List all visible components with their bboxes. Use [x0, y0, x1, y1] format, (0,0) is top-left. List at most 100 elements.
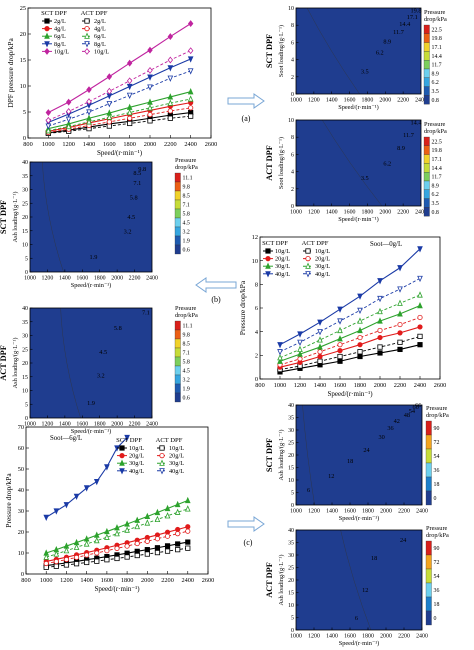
legend-label-sct: 4g/L — [54, 26, 66, 33]
point-act-10g/L — [187, 47, 194, 55]
contour-label: 6 — [355, 615, 358, 622]
contour-label: 11.7 — [393, 29, 404, 36]
legend-swatch — [174, 383, 181, 394]
point-act-30g/L — [174, 508, 181, 515]
legend-swatch — [174, 365, 181, 376]
legend-swatch — [423, 180, 430, 190]
contour-bands — [42, 162, 152, 272]
point-sct-40g/L — [397, 265, 403, 272]
plot-frame — [25, 426, 209, 575]
legend-level: 22.5 — [432, 139, 442, 145]
point-act-20g/L — [53, 559, 59, 565]
legend-swatch — [174, 172, 181, 183]
point-sct-10g/L — [417, 342, 423, 348]
x-tick-label: 2000 — [379, 210, 391, 216]
point-sct-40g/L — [93, 478, 100, 486]
x-tick-label: 1800 — [123, 141, 136, 148]
legend-swatch — [425, 596, 432, 612]
legend-swatch — [425, 554, 432, 570]
legend-label-act: 6g/L — [94, 33, 106, 40]
x-tick-label: 2000 — [380, 509, 392, 515]
legend-swatch — [174, 356, 181, 367]
point-act-30g/L — [397, 299, 403, 306]
point-act-10g/L — [185, 545, 191, 551]
y-tick-label: 5 — [25, 256, 28, 262]
point-act-20g/L — [73, 554, 80, 561]
contour-bands — [322, 120, 421, 206]
legend-level: 8.5 — [183, 194, 190, 200]
series-sct-4g/L — [48, 102, 191, 132]
y-tick-label: 5 — [291, 616, 294, 622]
legend-level: 17.1 — [432, 45, 442, 51]
point-sct-8g/L — [147, 74, 153, 81]
point-sct-30g/L — [297, 350, 303, 357]
point-act-30g/L — [104, 533, 110, 540]
contour-band — [306, 8, 421, 94]
legend-header-act: ACT DPF — [302, 240, 329, 247]
x-axis-label: Speed/(r·min⁻¹) — [71, 282, 112, 289]
point-act-30g/L — [277, 354, 283, 361]
point-act-6g/L — [45, 127, 52, 134]
y-tick-label: 10 — [288, 603, 294, 609]
legend-swatch — [425, 540, 432, 556]
legend-level: 3.2 — [183, 378, 190, 384]
x-tick-label: 1000 — [42, 141, 55, 148]
point-act-8g/L — [126, 92, 133, 100]
legend-title: Pressure — [424, 121, 446, 128]
x-tick-label: 2400 — [416, 634, 428, 640]
contour-label: 7.1 — [133, 180, 141, 187]
legend-label-act: 30g/L — [315, 263, 330, 270]
legend-label-act: 20g/L — [315, 256, 330, 263]
point-sct-40g/L — [53, 508, 60, 515]
x-tick-label: 2000 — [111, 422, 123, 428]
contour-label: 8.9 — [397, 145, 405, 152]
legend-swatch — [174, 235, 181, 246]
x-tick-label: 2200 — [398, 634, 410, 640]
point-act-6g/L — [65, 122, 72, 130]
x-tick-label: 1200 — [308, 98, 320, 104]
point-act-30g/L — [357, 317, 363, 324]
legend-swatch — [174, 320, 181, 331]
contour-label: 18 — [347, 458, 353, 465]
point-sct-10g/L — [185, 539, 191, 545]
legend-level: 36 — [434, 588, 440, 594]
y-tick-label: 10 — [18, 550, 24, 557]
y-tick-label: 30 — [22, 334, 28, 340]
point-act-10g/L — [94, 558, 100, 564]
point-sct-10g/L — [167, 33, 174, 41]
x-tick-label: 1400 — [314, 382, 327, 389]
legend-marker-act — [84, 32, 90, 39]
point-act-20g/L — [94, 550, 100, 556]
legend-label-act: 4g/L — [94, 26, 106, 33]
annotation: Soot—0g/L — [370, 241, 402, 248]
contour-label: 18 — [371, 555, 377, 562]
legend-swatch — [174, 329, 181, 340]
series-act-10g/L — [48, 50, 191, 121]
point-sct-20g/L — [357, 342, 363, 348]
y-tick-label: 30 — [288, 428, 294, 434]
point-sct-20g/L — [175, 526, 181, 533]
series-sct-40g/L — [279, 248, 421, 346]
point-act-30g/L — [184, 505, 191, 512]
x-tick-label: 1800 — [362, 210, 374, 216]
legend-swatch — [425, 610, 432, 626]
y-tick-label: 6 — [291, 40, 294, 46]
y-tick-label: 0 — [255, 376, 258, 383]
x-tick-label: 800 — [23, 141, 32, 148]
x-tick-label: 1000 — [274, 382, 287, 389]
x-tick-label: 1000 — [290, 634, 302, 640]
legend-swatch — [425, 434, 432, 450]
point-act-10g/L — [126, 77, 133, 85]
legend-swatch — [423, 189, 430, 199]
point-act-2g/L — [106, 123, 112, 129]
plot-frame — [295, 7, 422, 95]
point-act-4g/L — [188, 105, 194, 111]
point-act-8g/L — [167, 75, 174, 82]
point-act-40g/L — [337, 318, 343, 325]
x-axis-label: Speed/(r·min⁻¹) — [338, 104, 379, 111]
y-axis-group-label: ACT DPF — [265, 145, 274, 181]
legend-swatch — [174, 392, 181, 403]
point-act-10g/L — [124, 554, 130, 560]
y-tick-label: 10 — [288, 478, 294, 484]
legend-marker-sct — [44, 18, 50, 24]
